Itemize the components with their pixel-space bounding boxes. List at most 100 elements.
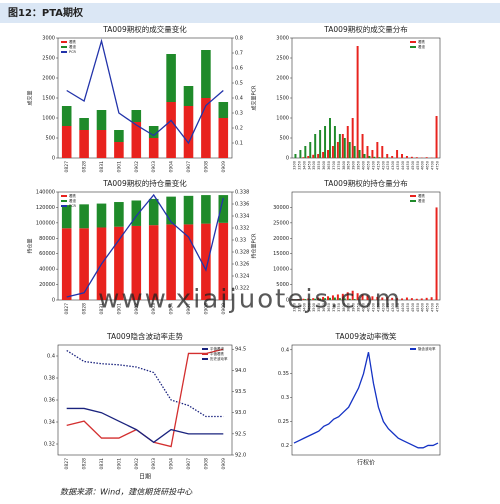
x-tick-label: 0902 xyxy=(134,161,140,173)
bar xyxy=(309,142,312,158)
y2-tick-label: 0.332 xyxy=(235,226,249,232)
bar xyxy=(341,134,344,158)
y-tick-label: 1000 xyxy=(276,116,289,122)
bar xyxy=(327,150,329,158)
bar xyxy=(322,152,325,158)
x-tick-label: 0902 xyxy=(134,303,140,315)
y2-tick-label: 0.334 xyxy=(235,214,249,220)
bar xyxy=(148,225,159,300)
x-tick-label: 4350 xyxy=(396,303,400,312)
y2-tick-label: 92.5 xyxy=(235,431,246,437)
x-tick-label: 3700 xyxy=(332,161,336,170)
bar xyxy=(96,203,107,228)
y2-tick-label: 0.4 xyxy=(235,96,243,102)
legend-label: 看涨 xyxy=(418,198,426,203)
x-tick-label: 3800 xyxy=(342,303,346,312)
bar xyxy=(338,298,341,300)
x-tick-label: 0907 xyxy=(186,303,192,315)
bar xyxy=(317,297,320,300)
bar xyxy=(166,54,176,102)
x-tick-label: 0827 xyxy=(64,458,70,470)
x-tick-label: 0908 xyxy=(203,458,209,470)
legend-label: 隐含波动率 xyxy=(418,346,436,351)
chart-title: TA009波动率微笑 xyxy=(335,331,397,341)
bar xyxy=(61,228,72,300)
bar xyxy=(183,86,194,106)
y-tick-label: 0.36 xyxy=(44,398,55,404)
bar xyxy=(61,106,72,126)
y2-tick-label: 0.33 xyxy=(235,238,246,244)
bar xyxy=(218,222,229,300)
legend-swatch xyxy=(410,200,416,202)
y-tick-label: 1000 xyxy=(42,116,55,122)
legend-label: 看涨 xyxy=(418,44,426,49)
legend-label: PCR xyxy=(69,204,77,208)
bar xyxy=(314,134,317,158)
y2-tick-label: 93.5 xyxy=(235,389,246,395)
x-axis-label: 日期 xyxy=(139,473,151,481)
bar xyxy=(183,106,194,158)
plot-frame xyxy=(291,344,441,456)
y2-axis-label: 成交量PCR xyxy=(251,85,258,111)
x-tick-label: 4650 xyxy=(426,161,430,170)
bar xyxy=(366,295,369,300)
x-tick-label: 0901 xyxy=(116,161,122,173)
y2-tick-label: 92.0 xyxy=(235,453,246,459)
y2-tick-label: 0.324 xyxy=(235,274,249,280)
bar xyxy=(307,298,310,300)
bar xyxy=(381,146,384,158)
x-tick-label: 3350 xyxy=(297,303,301,312)
bar xyxy=(346,126,349,158)
header-bar xyxy=(0,3,500,23)
x-tick-label: 0904 xyxy=(169,303,175,315)
y-tick-label: 25000 xyxy=(273,220,289,226)
x-tick-label: 0909 xyxy=(221,303,227,315)
bar xyxy=(376,296,379,300)
x-tick-label: 3600 xyxy=(322,303,326,312)
bar xyxy=(114,130,124,142)
bar xyxy=(333,297,336,300)
x-tick-label: 3750 xyxy=(337,161,341,170)
bar xyxy=(358,150,361,158)
bar xyxy=(309,299,312,300)
bar xyxy=(336,142,339,158)
bar xyxy=(79,204,89,229)
y2-tick-label: 0.3 xyxy=(235,111,243,117)
bar xyxy=(368,156,371,158)
bar xyxy=(353,299,356,300)
y-tick-label: 120000 xyxy=(36,205,55,211)
x-tick-label: 3750 xyxy=(337,303,341,312)
y-tick-label: 0 xyxy=(52,156,55,162)
x-tick-label: 3400 xyxy=(302,303,306,312)
y-tick-label: 3000 xyxy=(42,36,55,42)
x-tick-label: 0907 xyxy=(186,161,192,173)
y2-tick-label: 94.5 xyxy=(235,347,246,353)
bar xyxy=(61,205,72,229)
x-tick-label: 0827 xyxy=(64,303,70,315)
y2-tick-label: 0.6 xyxy=(235,66,243,72)
y2-tick-label: 0.338 xyxy=(235,190,249,196)
y-tick-label: 0.35 xyxy=(278,371,289,377)
bar xyxy=(307,156,310,158)
x-tick-label: 3800 xyxy=(342,161,346,170)
bar xyxy=(319,298,322,300)
bar xyxy=(314,298,317,300)
source-note: 数据来源：Wind，建信期货研投中心 xyxy=(60,488,193,497)
x-tick-label: 0904 xyxy=(169,458,175,470)
y-tick-label: 0.2 xyxy=(281,443,289,449)
bar xyxy=(401,298,403,300)
x-tick-label: 4400 xyxy=(401,303,405,312)
bar xyxy=(294,154,297,158)
x-tick-label: 0828 xyxy=(82,303,88,315)
bar xyxy=(333,126,336,158)
x-tick-label: 4100 xyxy=(371,161,375,170)
x-tick-label: 3850 xyxy=(347,303,351,312)
bar xyxy=(79,130,89,158)
x-tick-label: 4050 xyxy=(366,303,370,312)
x-axis-label: 行权价 xyxy=(357,459,375,467)
chart-title: TA009期权的成交量变化 xyxy=(102,24,187,34)
x-tick-label: 3300 xyxy=(292,303,296,312)
plot-frame xyxy=(57,344,233,456)
bar xyxy=(114,226,124,300)
bar xyxy=(114,142,124,158)
